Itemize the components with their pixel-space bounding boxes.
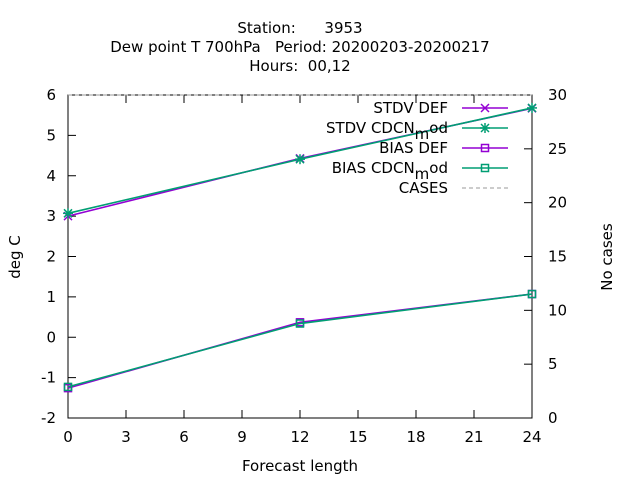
legend-label: STDV CDCNmod — [326, 119, 448, 143]
chart-title-line: Hours: 00,12 — [249, 57, 350, 75]
data-point-3 — [63, 382, 73, 392]
data-point-3 — [295, 319, 305, 328]
data-point-3 — [527, 289, 537, 299]
legend-label-subscript: m — [415, 125, 430, 143]
y-tick-label: 2 — [46, 248, 56, 266]
x-axis-label: Forecast length — [242, 457, 358, 475]
legend-label-text: BIAS CDCN — [332, 159, 415, 177]
series-line-3 — [67, 293, 533, 388]
legend-marker-2 — [480, 143, 490, 153]
x-tick-label: 9 — [237, 428, 247, 446]
legend-label-tail: od — [429, 159, 448, 177]
y-tick-label: 3 — [46, 207, 56, 225]
y-tick-label: 5 — [46, 126, 56, 144]
legend-label: BIAS DEF — [379, 139, 448, 157]
x-tick-label: 0 — [63, 428, 73, 446]
y2-tick-label: 0 — [548, 409, 558, 427]
legend-label-tail: od — [429, 119, 448, 137]
y2-tick-label: 10 — [548, 301, 567, 319]
y-tick-label: -2 — [41, 409, 56, 427]
y-tick-label: 0 — [46, 328, 56, 346]
legend-label-text: STDV DEF — [373, 99, 448, 117]
x-tick-label: 12 — [290, 428, 309, 446]
legend-label: STDV DEF — [373, 99, 448, 117]
legend-label-text: CASES — [399, 179, 448, 197]
legend-label-text: STDV CDCN — [326, 119, 415, 137]
legend-label-text: BIAS DEF — [379, 139, 448, 157]
x-tick-label: 21 — [464, 428, 483, 446]
legend-label: CASES — [399, 179, 448, 197]
y2-tick-label: 5 — [548, 355, 558, 373]
y-tick-label: 6 — [46, 86, 56, 104]
y2-tick-label: 25 — [548, 140, 567, 158]
y-tick-label: 4 — [46, 167, 56, 185]
legend-marker-0 — [480, 103, 490, 113]
x-tick-label: 18 — [406, 428, 425, 446]
x-tick-label: 3 — [121, 428, 131, 446]
plot-frame — [67, 94, 533, 419]
chart-title-line: Dew point T 700hPa Period: 20200203-2020… — [110, 38, 489, 56]
x-tick-label: 6 — [179, 428, 189, 446]
chart-title-line: Station: 3953 — [237, 19, 362, 37]
x-tick-label: 15 — [348, 428, 367, 446]
series-line-2 — [67, 293, 533, 389]
y-tick-label: -1 — [41, 369, 56, 387]
legend-label-subscript: m — [415, 165, 430, 183]
y2-tick-label: 30 — [548, 86, 567, 104]
y2-axis-label: No cases — [598, 223, 616, 291]
y2-tick-label: 20 — [548, 194, 567, 212]
legend-marker-3 — [480, 163, 490, 173]
y-axis-label: deg C — [6, 235, 24, 279]
x-tick-label: 24 — [522, 428, 541, 446]
y-tick-label: 1 — [46, 288, 56, 306]
legend-label: BIAS CDCNmod — [332, 159, 448, 183]
y2-tick-label: 15 — [548, 248, 567, 266]
